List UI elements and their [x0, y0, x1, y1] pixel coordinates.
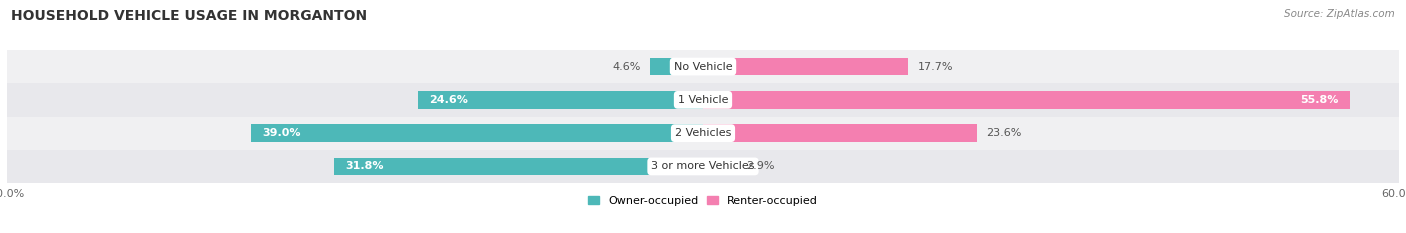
Bar: [335, 158, 703, 175]
Text: 17.7%: 17.7%: [918, 62, 953, 72]
Bar: [7, 50, 1399, 83]
Bar: [250, 124, 703, 142]
Text: HOUSEHOLD VEHICLE USAGE IN MORGANTON: HOUSEHOLD VEHICLE USAGE IN MORGANTON: [11, 9, 367, 23]
Text: 1 Vehicle: 1 Vehicle: [678, 95, 728, 105]
Text: 3 or more Vehicles: 3 or more Vehicles: [651, 161, 755, 171]
Bar: [703, 124, 977, 142]
Text: 24.6%: 24.6%: [429, 95, 468, 105]
Bar: [703, 91, 1350, 109]
Text: 31.8%: 31.8%: [346, 161, 384, 171]
Bar: [703, 158, 737, 175]
Bar: [418, 91, 703, 109]
Text: No Vehicle: No Vehicle: [673, 62, 733, 72]
Text: 2 Vehicles: 2 Vehicles: [675, 128, 731, 138]
Text: 39.0%: 39.0%: [262, 128, 301, 138]
Text: 55.8%: 55.8%: [1301, 95, 1339, 105]
Text: 2.9%: 2.9%: [747, 161, 775, 171]
Text: Source: ZipAtlas.com: Source: ZipAtlas.com: [1284, 9, 1395, 19]
Bar: [7, 116, 1399, 150]
Text: 4.6%: 4.6%: [612, 62, 640, 72]
Bar: [7, 150, 1399, 183]
Bar: [650, 58, 703, 75]
Legend: Owner-occupied, Renter-occupied: Owner-occupied, Renter-occupied: [588, 196, 818, 206]
Bar: [7, 83, 1399, 116]
Bar: [703, 58, 908, 75]
Text: 23.6%: 23.6%: [986, 128, 1021, 138]
